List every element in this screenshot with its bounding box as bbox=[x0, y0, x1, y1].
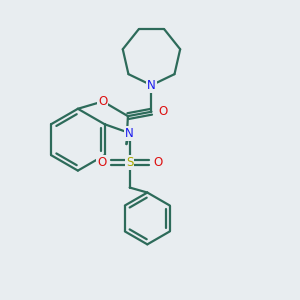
Text: N: N bbox=[147, 79, 156, 92]
Text: O: O bbox=[97, 156, 106, 169]
Text: S: S bbox=[126, 156, 134, 169]
Text: O: O bbox=[98, 95, 107, 108]
Text: N: N bbox=[125, 127, 134, 140]
Text: O: O bbox=[153, 156, 162, 169]
Text: O: O bbox=[159, 105, 168, 118]
